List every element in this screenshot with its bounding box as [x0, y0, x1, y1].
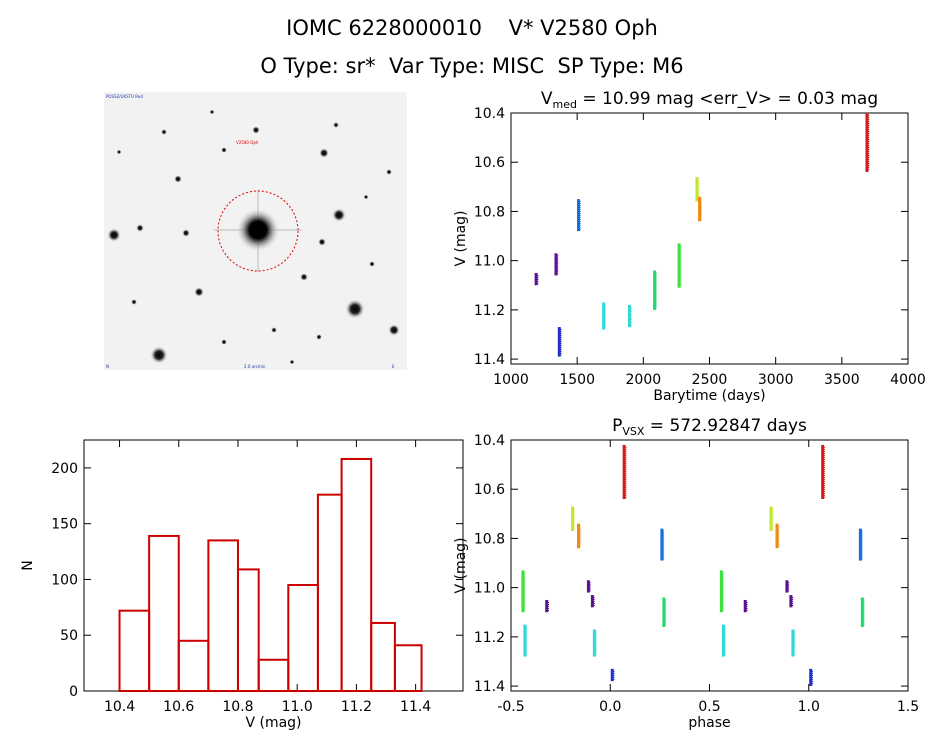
star	[386, 169, 392, 175]
x-tick-label: 10.8	[222, 699, 253, 715]
star	[209, 109, 215, 115]
finder-left-label: N	[106, 364, 109, 369]
star	[182, 229, 190, 237]
histogram-bar	[287, 584, 319, 692]
y-tick-label: 11.4	[474, 679, 505, 695]
star	[107, 228, 121, 242]
x-tick-label: 10.4	[104, 699, 135, 715]
plot-frame	[510, 439, 909, 692]
star	[174, 175, 182, 183]
histogram-bar	[257, 658, 290, 693]
plot-frame	[83, 439, 464, 692]
star	[150, 346, 168, 364]
star	[289, 359, 295, 365]
x-tick-label: 11.4	[400, 699, 431, 715]
x-tick-label: 4000	[890, 372, 926, 388]
star	[318, 238, 326, 246]
y-tick-label: 0	[69, 684, 78, 700]
histogram-bar	[370, 621, 396, 692]
star	[319, 148, 329, 158]
y-tick-label: 11.0	[474, 581, 505, 597]
star	[271, 327, 277, 333]
phase-plot: -0.5 0.0 0.5 1.0 1.5 10.4 10.6 10.8 11.0 11.2 11.4…	[453, 416, 919, 731]
histogram-bar	[316, 493, 343, 693]
finder-target-label: V2580 Oph	[236, 140, 259, 145]
y-tick-label: 10.4	[474, 106, 505, 122]
histogram-bar	[340, 457, 373, 692]
x-tick-label: 3000	[758, 372, 794, 388]
x-tick-label: 0.0	[599, 699, 621, 715]
y-axis-label: N	[20, 560, 36, 570]
x-tick-label: 1000	[493, 372, 529, 388]
histogram-bar	[177, 639, 210, 692]
x-tick-label: 1500	[559, 372, 595, 388]
x-tick-label: 1.5	[897, 699, 919, 715]
star	[300, 273, 308, 281]
finder-chart-svg	[107, 109, 400, 365]
star	[388, 324, 400, 336]
star	[333, 122, 339, 128]
star	[332, 208, 346, 222]
x-tick-label: 0.5	[698, 699, 720, 715]
x-tick-label: 2000	[626, 372, 662, 388]
target-circle	[217, 190, 299, 272]
y-tick-label: 150	[51, 517, 78, 533]
star	[161, 129, 167, 135]
finder-chart-image: POSS2/UKSTU Red V2580 Oph 2.0 arcmin N E	[104, 92, 407, 370]
x-tick-label: -0.5	[497, 699, 524, 715]
star	[369, 261, 375, 267]
x-tick-label: 2500	[692, 372, 728, 388]
y-tick-label: 10.8	[474, 531, 505, 547]
figure-title: IOMC 6228000010 V* V2580 Oph	[286, 16, 658, 40]
x-tick-label: 11.0	[282, 699, 313, 715]
finder-scale-label: 2.0 arcmin	[244, 364, 266, 369]
y-tick-label: 11.4	[474, 352, 505, 368]
histogram-bar	[393, 644, 423, 692]
star	[252, 126, 260, 134]
x-tick-label: 1.0	[798, 699, 820, 715]
y-tick-label: 11.2	[474, 303, 505, 319]
y-tick-label: 100	[51, 572, 78, 588]
plot-title: PVSX = 572.92847 days	[612, 416, 807, 438]
x-axis-label: V (mag)	[245, 715, 301, 731]
star	[116, 149, 122, 155]
x-axis-label: phase	[688, 715, 730, 731]
plot-title: Vmed = 10.99 mag <err_V> = 0.03 mag	[541, 89, 878, 111]
histogram-bar	[118, 609, 151, 692]
star	[221, 147, 227, 153]
star	[316, 334, 322, 340]
y-tick-label: 10.4	[474, 433, 505, 449]
x-tick-label: 11.2	[341, 699, 372, 715]
star	[221, 339, 227, 345]
star	[363, 194, 369, 200]
x-axis-label: Barytime (days)	[653, 388, 765, 404]
y-tick-label: 50	[60, 628, 78, 644]
finder-right-label: E	[392, 364, 395, 369]
star	[136, 224, 144, 232]
target-star-core	[249, 221, 267, 239]
histogram-bar	[207, 539, 239, 693]
y-axis-label: V (mag)	[453, 537, 469, 593]
y-tick-label: 10.6	[474, 482, 505, 498]
y-tick-label: 200	[51, 461, 78, 477]
y-axis-label: V (mag)	[453, 210, 469, 266]
histogram-bar	[148, 534, 180, 693]
star	[345, 299, 365, 319]
x-tick-label: 10.6	[163, 699, 194, 715]
histogram-bar	[236, 568, 260, 692]
x-tick-label: 3500	[824, 372, 860, 388]
y-tick-label: 11.0	[474, 254, 505, 270]
light-curve-plot: 1000 1500 2000 2500 3000 3500 4000 10.4 10.6 10.8…	[453, 89, 926, 404]
star	[194, 287, 204, 297]
y-tick-label: 11.2	[474, 630, 505, 646]
finder-survey-label: POSS2/UKSTU Red	[106, 94, 143, 99]
star	[131, 299, 137, 305]
y-tick-label: 10.8	[474, 204, 505, 220]
figure-subtitle: O Type: sr* Var Type: MISC SP Type: M6	[260, 54, 684, 78]
histogram-plot: 10.4 10.6 10.8 11.0 11.2 11.4 0 50 100 150 200 V (m…	[20, 439, 464, 731]
y-tick-label: 10.6	[474, 155, 505, 171]
plot-frame	[510, 112, 909, 365]
